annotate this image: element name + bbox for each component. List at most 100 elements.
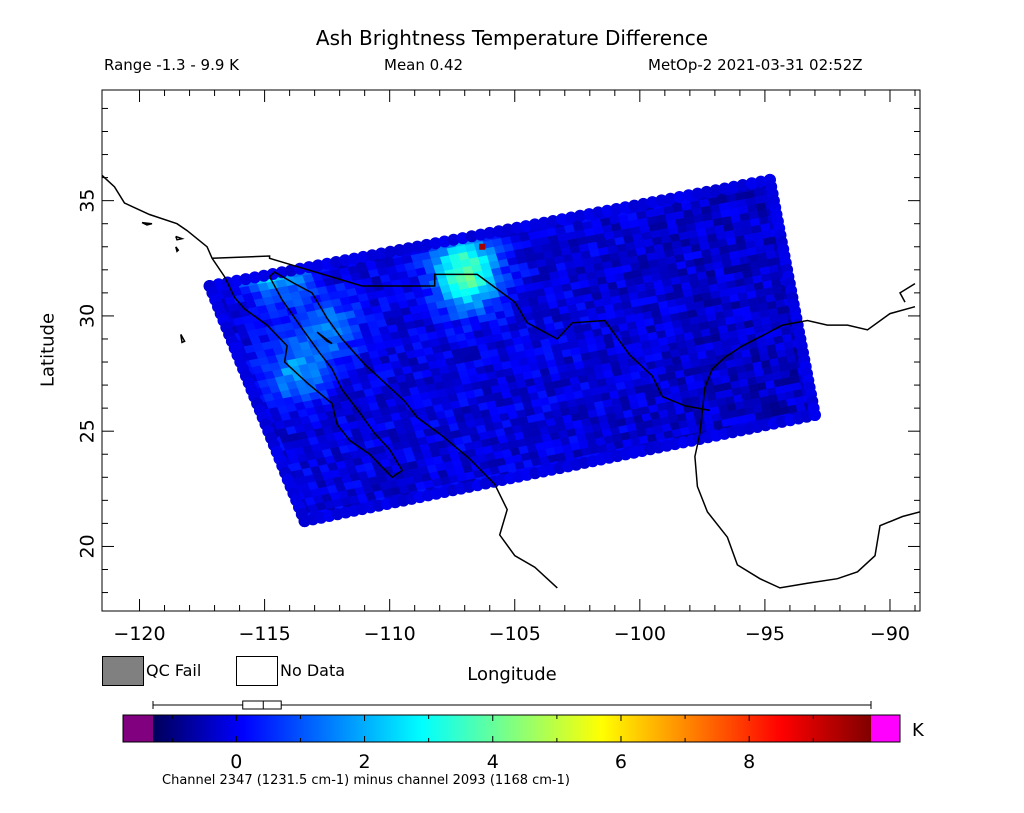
swath-pixel xyxy=(748,210,760,220)
swath-pixel xyxy=(493,450,505,460)
x-tick-label: −95 xyxy=(745,623,785,645)
swath-pixel xyxy=(640,267,652,277)
swath-pixel xyxy=(296,431,309,441)
swath-pixel xyxy=(360,478,372,487)
swath-pixel xyxy=(329,491,341,501)
swath-pixel xyxy=(635,247,647,256)
swath-pixel xyxy=(482,416,494,426)
swath-pixel xyxy=(625,386,637,396)
swath-pixel xyxy=(540,309,552,319)
swath-pixel xyxy=(405,453,417,463)
swath-pixel xyxy=(516,321,528,331)
swath-pixel xyxy=(605,238,617,248)
swath-pixel xyxy=(511,270,523,280)
swath-edge-footprint xyxy=(556,213,568,226)
swath-pixel xyxy=(616,316,628,326)
swath-pixel xyxy=(396,403,408,413)
swath-pixel xyxy=(740,305,752,315)
swath-pixel xyxy=(590,357,602,367)
swath-pixel xyxy=(559,276,571,286)
swath-pixel xyxy=(506,257,519,267)
swath-pixel xyxy=(313,427,326,437)
swath-pixel xyxy=(301,296,314,306)
swath-edge-footprint xyxy=(736,179,749,191)
swath-pixel xyxy=(502,243,515,253)
colorbar-tick-label: 0 xyxy=(230,751,242,773)
swath-pixel xyxy=(455,333,467,343)
swath-pixel xyxy=(494,310,507,320)
swath-pixel xyxy=(763,287,775,296)
swath-pixel xyxy=(493,274,505,284)
swath-pixel xyxy=(555,328,567,338)
colorbar-unit: K xyxy=(912,720,924,741)
swath-pixel xyxy=(241,315,254,325)
swath-pixel xyxy=(571,288,584,298)
swath-pixel xyxy=(594,269,606,279)
swath-pixel xyxy=(376,348,389,358)
swath-pixel xyxy=(526,414,538,424)
swath-pixel xyxy=(682,288,694,298)
swath-pixel xyxy=(565,362,577,372)
swath-pixel xyxy=(703,299,714,308)
swath-edge-footprint xyxy=(284,264,297,277)
swath-pixel xyxy=(408,305,421,315)
swath-pixel xyxy=(761,229,773,239)
swath-pixel xyxy=(562,385,574,395)
swath-pixel xyxy=(632,378,644,388)
swath-pixel xyxy=(619,329,631,339)
swath-pixel xyxy=(534,317,546,327)
swath-pixel xyxy=(255,327,268,337)
swath-pixel xyxy=(704,385,716,395)
swath-pixel xyxy=(433,263,445,273)
swath-pixel xyxy=(325,284,338,294)
swath-pixel xyxy=(307,362,319,372)
swath-pixel xyxy=(673,290,685,300)
swath-pixel xyxy=(736,328,747,338)
swath-pixel xyxy=(765,337,776,347)
swath-pixel xyxy=(715,274,727,284)
swath-pixel xyxy=(401,365,414,375)
swath-pixel xyxy=(780,370,791,379)
swath-pixel xyxy=(724,316,736,326)
swath-pixel xyxy=(623,234,635,244)
swath-pixel xyxy=(442,262,454,272)
swath-pixel xyxy=(752,231,764,241)
swath-pixel xyxy=(321,448,334,458)
swath-edge-footprint xyxy=(691,187,704,200)
swath-pixel xyxy=(326,388,338,398)
swath-pixel xyxy=(585,336,597,346)
swath-pixel xyxy=(538,302,550,312)
swath-pixel xyxy=(572,419,584,429)
swath-pixel xyxy=(534,288,547,298)
swath-pixel xyxy=(644,354,655,364)
swath-pixel xyxy=(672,283,683,293)
swath-pixel xyxy=(729,293,740,303)
swath-pixel xyxy=(256,305,269,314)
swath-pixel xyxy=(706,312,717,322)
swath-pixel xyxy=(473,417,485,427)
swath-pixel xyxy=(498,258,510,268)
swath-pixel xyxy=(717,195,729,205)
swath-pixel xyxy=(404,476,416,486)
swath-pixel xyxy=(530,428,542,438)
swath-pixel xyxy=(365,469,378,479)
swath-pixel xyxy=(763,373,774,383)
swath-pixel xyxy=(686,345,698,355)
colorbar-overflow xyxy=(871,715,900,742)
swath-pixel xyxy=(373,490,385,500)
swath-pixel xyxy=(378,429,390,439)
swath-pixel xyxy=(354,286,367,296)
swath-pixel xyxy=(723,309,734,319)
swath-pixel xyxy=(680,281,692,291)
swath-pixel xyxy=(668,414,679,424)
swath-pixel xyxy=(543,286,555,296)
swath-pixel xyxy=(475,307,487,317)
swath-pixel xyxy=(546,329,558,339)
swath-pixel xyxy=(685,302,697,312)
swath-pixel xyxy=(355,367,368,377)
swath-pixel xyxy=(630,262,642,272)
swath-pixel xyxy=(621,438,633,448)
swath-pixel xyxy=(611,433,623,443)
swath-pixel xyxy=(498,383,510,393)
swath-pixel xyxy=(759,395,770,405)
